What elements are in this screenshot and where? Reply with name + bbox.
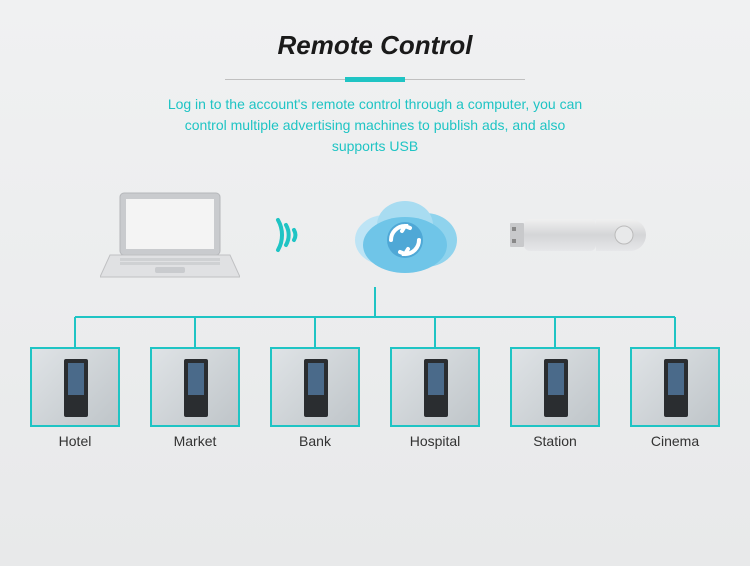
cloud-icon [340, 185, 470, 290]
location-thumb [390, 347, 480, 427]
laptop-icon [100, 185, 240, 290]
location-label: Bank [270, 433, 360, 449]
location-thumb [630, 347, 720, 427]
location-station: Station [510, 347, 600, 449]
location-thumb [30, 347, 120, 427]
location-label: Hotel [30, 433, 120, 449]
location-label: Market [150, 433, 240, 449]
usb-icon [500, 205, 650, 270]
connector-tree [0, 287, 750, 347]
wifi-icon [270, 210, 310, 265]
location-thumb [150, 347, 240, 427]
top-device-row [0, 177, 750, 297]
page-title: Remote Control [0, 0, 750, 61]
location-cinema: Cinema [630, 347, 720, 449]
location-row: Hotel Market Bank Hospital Station Cinem… [0, 347, 750, 449]
location-hotel: Hotel [30, 347, 120, 449]
location-market: Market [150, 347, 240, 449]
location-bank: Bank [270, 347, 360, 449]
title-divider [225, 79, 525, 80]
location-hospital: Hospital [390, 347, 480, 449]
location-label: Hospital [390, 433, 480, 449]
location-thumb [270, 347, 360, 427]
location-label: Cinema [630, 433, 720, 449]
description-text: Log in to the account's remote control t… [165, 94, 585, 157]
location-label: Station [510, 433, 600, 449]
location-thumb [510, 347, 600, 427]
